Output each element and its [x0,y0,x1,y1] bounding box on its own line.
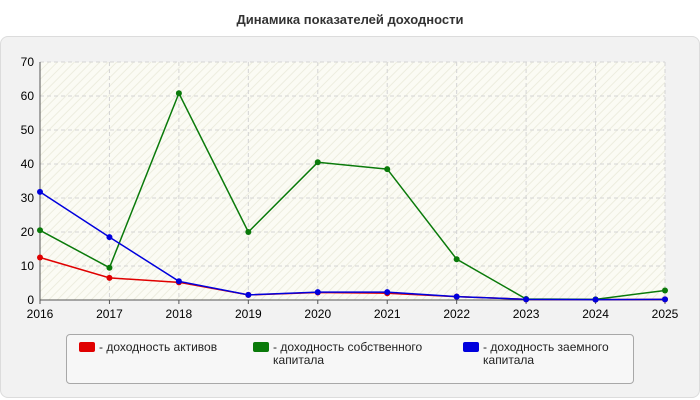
data-point-1 [453,256,460,263]
series-line-2 [39,191,666,301]
data-point-2 [384,289,391,296]
data-point-1 [37,227,43,234]
data-point-1 [245,229,252,235]
plot-area [40,62,665,300]
data-point-2 [523,296,530,303]
series-group [37,90,668,303]
x-tick-label: 2017 [96,307,123,321]
legend-label-debt: - доходность заемного капитала [483,340,609,367]
data-point-2 [106,234,113,241]
y-tick-label: 0 [27,293,34,307]
data-point-2 [245,291,252,298]
x-tick-label: 2016 [27,307,54,321]
x-tick-label: 2024 [582,307,609,321]
data-point-2 [37,188,43,195]
data-point-1 [314,159,321,166]
data-point-1 [175,90,182,97]
data-point-1 [384,166,391,173]
x-tick-label: 2019 [235,307,262,321]
data-point-2 [175,278,182,285]
legend-swatch-debt [463,342,479,352]
data-point-2 [453,293,460,300]
x-tick-label: 2023 [513,307,540,321]
y-tick-label: 10 [21,259,35,273]
y-tick-label: 50 [21,123,35,137]
data-point-0 [106,274,113,281]
x-tick-label: 2021 [374,307,401,321]
x-axis-ticks: 2016 2017 2018 2019 2020 2021 2022 2023 2024 2025 [27,307,679,321]
legend-label-assets: - доходность активов [99,340,218,354]
legend-swatch-assets [79,342,95,352]
y-tick-label: 70 [21,55,35,69]
data-point-2 [662,296,668,303]
data-point-1 [106,264,113,271]
x-tick-label: 2018 [166,307,193,321]
data-point-2 [314,289,321,296]
data-point-1 [662,287,668,294]
x-tick-label: 2020 [304,307,331,321]
y-tick-label: 20 [21,225,35,239]
chart-title: Динамика показателей доходности [236,12,464,27]
y-tick-label: 60 [21,89,35,103]
y-tick-label: 30 [21,191,35,205]
legend-label-equity: - доходность собственного капитала [273,340,423,367]
y-tick-label: 40 [21,157,35,171]
gridlines [40,61,666,300]
data-point-2 [592,296,599,303]
data-point-0 [37,254,43,261]
y-axis-ticks: 0 10 20 30 40 50 60 70 [21,55,35,307]
legend: - доходность активов - доходность собств… [66,334,634,384]
x-tick-label: 2022 [443,307,470,321]
x-tick-label: 2025 [652,307,679,321]
legend-swatch-equity [253,342,269,352]
